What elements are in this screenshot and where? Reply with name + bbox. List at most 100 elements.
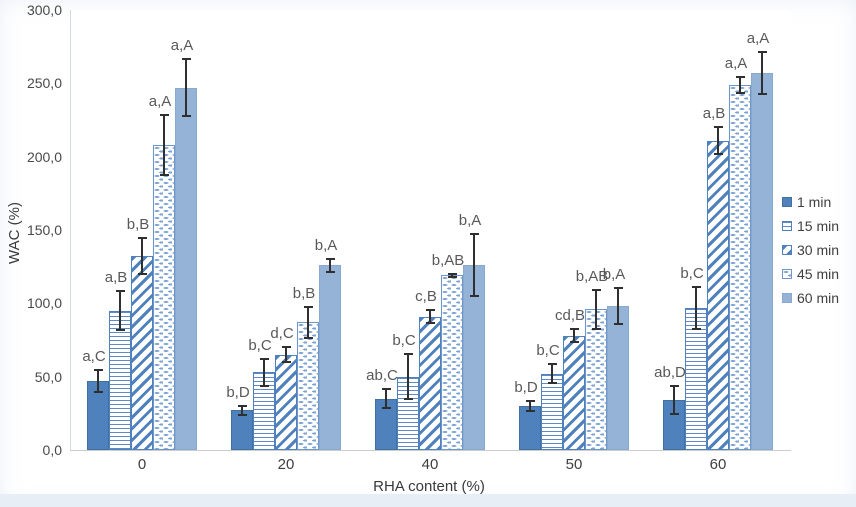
error-bar-60-min-40 [469,232,479,298]
bar-label-1-min-0: a,C [82,348,106,366]
bar-label-60-min-0: a,A [170,37,194,55]
legend-label-45-min: 45 min [797,266,840,282]
y-tick-label-6: 300,0 [26,2,62,18]
error-bar-30-min-0 [137,237,147,276]
bar-label-1-min-40: ab,C [366,367,398,385]
error-bar-15-min-60 [691,285,701,330]
bar-label-15-min-50: b,C [536,342,560,360]
error-bar-15-min-40 [403,353,413,401]
y-tick-label-3: 150,0 [26,222,62,238]
error-bar-1-min-60 [669,385,679,415]
error-bar-1-min-0 [93,369,103,393]
error-bar-1-min-20 [237,404,247,417]
error-bar-45-min-40 [447,272,457,279]
bar-60-min-60 [751,73,773,450]
bar-60-min-50 [607,306,629,450]
bar-label-45-min-50: b,AB [575,267,609,285]
bar-30-min-50 [563,335,585,450]
legend-label-1-min: 1 min [797,194,832,210]
legend-marker-15-min [782,221,792,231]
bar-1-min-20 [231,410,253,450]
legend: 1 min 15 min 30 min 45 min 60 min [782,190,839,310]
y-tick-label-2: 100,0 [26,295,62,312]
bar-label-15-min-40: b,C [392,332,416,350]
bar-label-15-min-0: a,B [104,269,128,287]
bar-label-1-min-20: b,D [226,383,250,401]
bar-label-45-min-0: a,A [148,93,172,111]
legend-item-60-min: 60 min [782,286,839,310]
bar-15-min-40 [397,376,419,450]
x-tick-label-0: 0 [137,456,147,473]
legend-item-45-min: 45 min [782,262,839,286]
legend-label-60-min: 60 min [797,290,840,306]
error-bar-15-min-20 [259,357,269,387]
bar-label-45-min-40: b,AB [431,251,465,269]
x-tick-label-40: 40 [421,456,439,473]
bar-45-min-60 [729,84,751,450]
legend-marker-1-min [782,197,792,207]
x-tick-label-20: 20 [277,456,295,473]
legend-item-15-min: 15 min [782,214,839,238]
error-bar-15-min-50 [547,363,557,384]
bar-45-min-0 [153,144,175,450]
error-bar-30-min-60 [713,125,723,156]
error-bar-60-min-0 [181,58,191,118]
bar-label-30-min-0: b,B [126,216,150,234]
bar-30-min-20 [275,354,297,450]
bar-30-min-0 [131,256,153,450]
bar-15-min-50 [541,373,563,450]
legend-label-30-min: 30 min [797,242,840,258]
y-tick-label-5: 250,0 [26,75,62,92]
bar-45-min-50 [585,309,607,450]
bar-label-45-min-60: a,A [724,55,748,72]
error-bar-30-min-40 [425,309,435,324]
error-bar-45-min-0 [159,114,169,176]
bar-60-min-20 [319,265,341,450]
error-bar-45-min-20 [303,306,313,339]
bar-15-min-20 [253,372,275,450]
bar-label-45-min-20: b,B [292,285,316,303]
bar-label-60-min-50: b,A [602,266,626,284]
bar-30-min-60 [707,140,729,450]
error-bar-45-min-60 [735,76,745,94]
legend-marker-60-min [782,293,792,303]
bar-label-60-min-40: b,A [458,211,482,229]
bar-15-min-60 [685,307,707,450]
error-bar-60-min-60 [757,51,767,96]
bar-label-60-min-60: a,A [746,30,770,48]
x-tick-label-50: 50 [565,456,583,473]
bar-label-30-min-40: c,B [415,288,437,306]
error-bar-60-min-50 [613,287,623,326]
legend-item-30-min: 30 min [782,238,839,262]
y-tick-label-1: 50,0 [34,368,62,385]
x-tick-label-60: 60 [709,456,727,473]
y-tick-label-0: 0,0 [42,442,62,458]
bar-label-30-min-50: cd,B [554,307,586,325]
bar-label-30-min-60: a,B [702,104,726,122]
bar-60-min-0 [175,87,197,450]
error-bar-1-min-40 [381,388,391,409]
bar-label-60-min-20: b,A [314,236,338,254]
bar-label-1-min-50: b,D [514,379,538,397]
error-bar-1-min-50 [525,400,535,412]
legend-label-15-min: 15 min [797,218,840,234]
bar-30-min-40 [419,316,441,450]
bar-45-min-40 [441,275,463,450]
page-bottom-edge [0,494,856,507]
error-bar-60-min-20 [325,257,335,273]
legend-marker-45-min [782,269,792,279]
error-bar-45-min-50 [591,288,601,330]
bar-45-min-20 [297,322,319,450]
bar-1-min-50 [519,406,541,450]
bar-15-min-0 [109,310,131,450]
bar-label-15-min-60: b,C [680,264,704,282]
error-bar-30-min-50 [569,328,579,343]
error-bar-30-min-20 [281,345,291,364]
legend-marker-30-min [782,245,792,255]
bar-label-30-min-20: d,C [270,324,294,342]
bar-label-15-min-20: b,C [248,336,272,354]
bar-label-1-min-60: ab,D [654,364,686,382]
legend-item-1-min: 1 min [782,190,839,214]
x-axis-title: RHA content (%) [373,478,485,495]
